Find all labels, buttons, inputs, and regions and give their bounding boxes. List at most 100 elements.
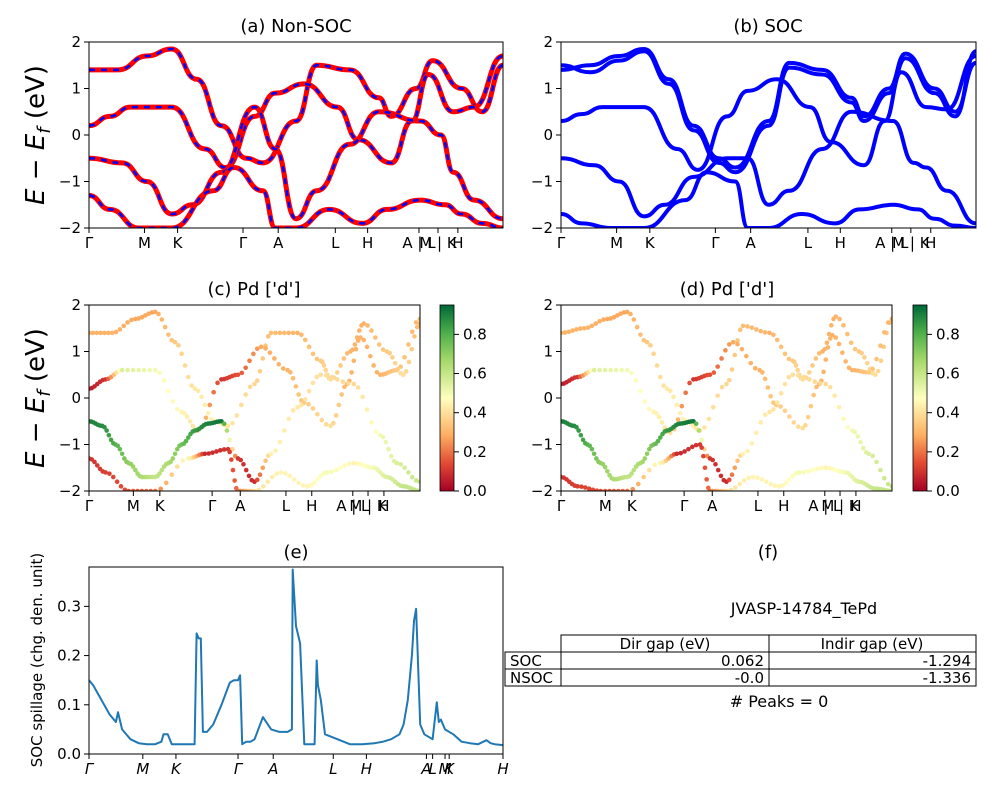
band-point (392, 360, 398, 366)
band-point (607, 488, 612, 491)
x-tick-label: Γ (208, 497, 217, 515)
band-point (827, 384, 833, 390)
band-point (412, 334, 417, 339)
band-point (634, 324, 640, 330)
band-point (136, 367, 141, 373)
band-point (806, 370, 812, 375)
band-point (628, 311, 633, 317)
band-point (793, 363, 799, 368)
table-cell-indir: -1.336 (923, 669, 971, 687)
band-point (719, 356, 724, 361)
band-point (613, 367, 619, 373)
band-point (881, 475, 887, 481)
band-point (740, 323, 746, 329)
band-point (274, 471, 279, 476)
y-axis-label-middle: E − Ef (eV) (21, 328, 55, 468)
band-point (819, 465, 824, 471)
band-point (217, 448, 223, 453)
band-point (878, 358, 884, 364)
band-point (616, 488, 621, 491)
x-tick-label: K (155, 497, 166, 515)
band-point (631, 317, 637, 322)
band-point (409, 329, 415, 335)
band-point (166, 388, 171, 394)
band-point (686, 446, 691, 452)
panel-d-colorbar (912, 304, 928, 492)
band-point (241, 461, 246, 467)
band-point (740, 451, 746, 457)
band-point (630, 486, 636, 491)
band-point (873, 372, 878, 378)
band-point (846, 365, 852, 371)
band-point (351, 381, 357, 387)
band-point (106, 432, 112, 438)
panel-c-colorbar-ticks: 0.0 0.2 0.4 0.6 0.8 (454, 325, 487, 500)
band-point (780, 483, 786, 488)
band-point (107, 471, 112, 476)
y-tick-label: −2 (531, 219, 553, 237)
band-point (92, 459, 97, 465)
band-point (207, 402, 213, 408)
x-tick-label: H (835, 234, 846, 252)
band-point (265, 334, 271, 339)
x-tick-label: M (136, 760, 149, 778)
panel-b-frame (560, 41, 977, 229)
band-point (258, 344, 264, 350)
band-point (152, 488, 158, 491)
band-point (252, 488, 257, 491)
band-point (578, 432, 584, 438)
panel-b-plot (561, 46, 976, 228)
band-point (810, 363, 815, 368)
x-tick-label: A (273, 234, 284, 252)
band-point (778, 404, 783, 409)
y-tick-label: −1 (59, 173, 81, 191)
band-point (238, 402, 244, 408)
band-point (214, 449, 219, 454)
y-tick-label: 0.1 (57, 696, 81, 714)
y-tick-label: −1 (531, 436, 553, 454)
band-point (792, 359, 797, 365)
band-point (247, 384, 253, 390)
band-point (390, 355, 395, 360)
band-point (797, 470, 802, 475)
band-point (311, 480, 317, 486)
band-point (283, 471, 288, 476)
x-tick-label: L (329, 760, 337, 778)
band-point (267, 350, 273, 355)
band-point (147, 367, 152, 373)
band-point (745, 324, 750, 329)
band-point (580, 437, 586, 443)
panel-e: (e) 0.00.10.20.3Γ M K Γ A L H AL MK H SOC spillag… (28, 542, 509, 778)
band-point (833, 335, 839, 340)
band-point (814, 466, 820, 472)
colorbar-tick-label: 0.8 (936, 325, 960, 343)
band-point (210, 450, 215, 455)
band-point (186, 435, 191, 440)
band-point (89, 330, 92, 336)
band-point (319, 417, 325, 423)
band-point (811, 392, 816, 398)
band-point (281, 330, 287, 336)
band-point (310, 380, 316, 386)
y-tick-label: −1 (531, 173, 553, 191)
band-point (652, 462, 658, 468)
band-point (832, 393, 837, 398)
band-point (768, 393, 773, 399)
x-tick-label: K (171, 760, 182, 778)
band-point (755, 475, 760, 480)
table-cell-dir: 0.062 (721, 652, 764, 670)
band-point (589, 446, 595, 452)
band-point (113, 329, 119, 335)
band-point (762, 412, 768, 418)
y-tick-label: 0.3 (57, 597, 81, 615)
band-point (667, 388, 673, 394)
band-point (830, 332, 835, 338)
band-point (723, 348, 728, 353)
band-point (357, 328, 362, 333)
band-point (729, 367, 735, 372)
band-point (351, 460, 357, 466)
band-point (620, 488, 626, 491)
band-point (591, 367, 597, 373)
band-point (732, 352, 738, 358)
band-point (314, 374, 320, 380)
